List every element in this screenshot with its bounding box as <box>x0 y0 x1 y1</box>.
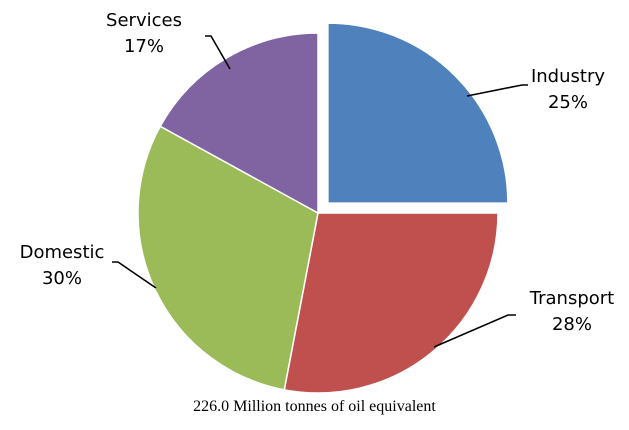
slice-label-industry: Industry 25% <box>531 66 605 113</box>
slice-value-domestic: 30% <box>42 268 82 289</box>
slice-labels: Industry 25% Transport 28% Domestic 30% Servic… <box>20 10 615 335</box>
leader-line-services <box>205 35 231 70</box>
pie-slice-transport <box>283 212 499 394</box>
pie-slice-domestic <box>137 125 319 391</box>
slice-label-transport: Transport 28% <box>529 288 614 335</box>
slice-label-domestic: Domestic 30% <box>20 242 105 289</box>
slice-name-services: Services <box>106 10 182 31</box>
leader-line-industry <box>466 84 528 97</box>
leader-line-domestic <box>112 261 157 289</box>
slices-layer <box>137 22 509 394</box>
slice-value-industry: 25% <box>548 92 588 113</box>
pie-slice-services <box>159 32 319 215</box>
slice-value-services: 17% <box>124 36 164 57</box>
slice-name-industry: Industry <box>531 66 605 87</box>
slice-name-transport: Transport <box>529 288 614 309</box>
slice-name-domestic: Domestic <box>20 242 105 263</box>
leader-lines <box>112 35 528 348</box>
pie-slice-industry <box>327 22 509 204</box>
leader-line-transport <box>433 314 516 348</box>
chart-caption: 226.0 Million tonnes of oil equivalent <box>193 398 436 415</box>
slice-label-services: Services 17% <box>106 10 182 57</box>
slice-value-transport: 28% <box>552 314 592 335</box>
